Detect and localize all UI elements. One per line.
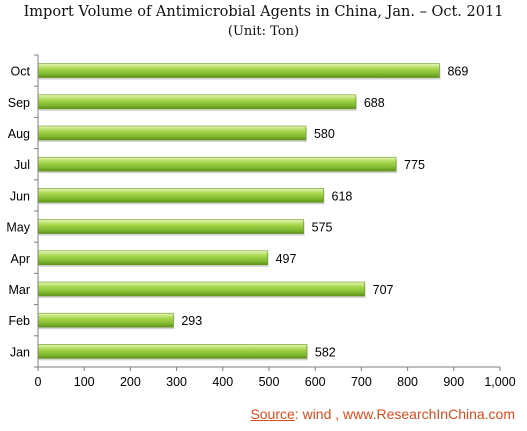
- bar-feb: [37, 312, 174, 328]
- x-tick-label: 300: [166, 375, 187, 389]
- data-label: 497: [276, 252, 297, 266]
- data-label: 869: [447, 65, 468, 79]
- bar-may: [37, 219, 304, 234]
- chart-subtitle: (Unit: Ton): [227, 24, 300, 39]
- data-label: 582: [315, 345, 336, 359]
- data-label: 707: [373, 283, 394, 297]
- source-text: : wind , www.ResearchInChina.com: [294, 406, 515, 422]
- source-note: Source: wind , www.ResearchInChina.com: [250, 406, 515, 422]
- y-tick-label: Aug: [8, 127, 30, 141]
- data-label: 575: [312, 221, 333, 235]
- data-label: 293: [181, 314, 202, 328]
- source-label: Source: [250, 406, 295, 422]
- bar-jun: [37, 188, 324, 203]
- y-tick-label: Jul: [14, 158, 30, 172]
- y-tick-label: Jun: [10, 189, 30, 203]
- y-tick-label: Jan: [10, 345, 30, 359]
- x-tick-label: 1,000: [484, 375, 515, 389]
- data-label: 775: [404, 158, 425, 172]
- x-tick-label: 800: [397, 375, 418, 389]
- chart-title: Import Volume of Antimicrobial Agents in…: [23, 4, 504, 20]
- bar-sep: [37, 94, 357, 110]
- bar-apr: [37, 250, 268, 266]
- data-label: 580: [314, 127, 335, 141]
- x-tick-label: 0: [35, 375, 42, 389]
- y-tick-label: Apr: [11, 252, 30, 266]
- x-tick-label: 600: [305, 375, 326, 389]
- data-label: 618: [332, 189, 353, 203]
- bar-oct: [37, 63, 440, 78]
- data-label: 688: [364, 96, 385, 110]
- bar-jan: [37, 344, 308, 359]
- x-tick-label: 400: [212, 375, 233, 389]
- bar-aug: [37, 125, 307, 141]
- x-tick-label: 900: [443, 375, 464, 389]
- y-tick-label: May: [6, 221, 30, 235]
- bar-mar: [37, 281, 365, 297]
- y-tick-label: Feb: [8, 314, 30, 328]
- y-tick-label: Oct: [11, 65, 31, 79]
- y-tick-label: Sep: [8, 96, 30, 110]
- x-tick-label: 100: [74, 375, 95, 389]
- bar-jul: [37, 156, 397, 172]
- y-tick-label: Mar: [8, 283, 30, 297]
- x-tick-label: 200: [120, 375, 141, 389]
- x-tick-label: 500: [259, 375, 280, 389]
- x-tick-label: 700: [351, 375, 372, 389]
